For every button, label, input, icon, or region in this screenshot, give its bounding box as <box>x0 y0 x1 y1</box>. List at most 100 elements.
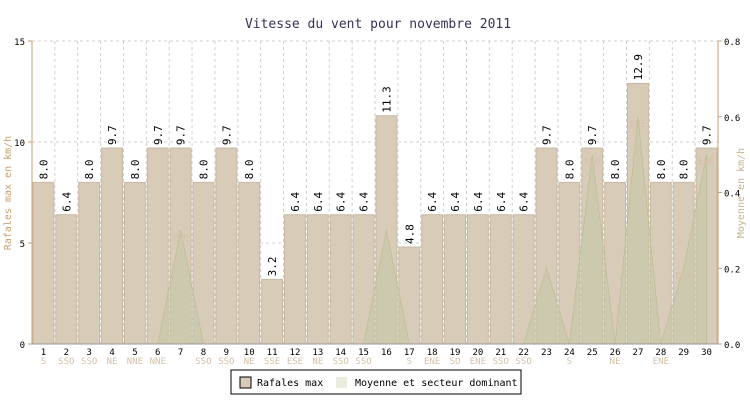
y-axis-left-label: Rafales max en km/h <box>3 136 14 250</box>
bar <box>466 214 489 345</box>
x-tick-label: 13 <box>312 348 323 358</box>
sector-label: ESE <box>287 357 303 367</box>
x-tick-labels: 1 2 3 4 5 6 7 8 9 10 11 12 13 14 15 16 17 18 19 20 21 22 23 24 2… <box>41 348 712 358</box>
y-left-tick-labels: 0 5 10 15 <box>14 38 25 351</box>
x-tick-label: 12 <box>290 348 301 358</box>
bar-data-label: 9.7 <box>220 125 233 145</box>
bar <box>421 214 444 345</box>
bar-data-label: 6.4 <box>518 191 531 211</box>
bar-data-label: 12.9 <box>632 54 645 81</box>
bar <box>444 214 466 345</box>
x-tick-label: 11 <box>267 348 278 358</box>
x-tick-label: 16 <box>381 348 392 358</box>
average-point-labels: ENE S S SSO ENE ENE ENE <box>173 120 715 282</box>
y-right-tick-label: 0.2 <box>724 265 740 275</box>
bar-data-label: 8.0 <box>129 160 142 180</box>
x-tick-label: 22 <box>518 348 529 358</box>
y-axis-right-label: Moyenne en km/h <box>736 148 747 238</box>
x-tick-label: 24 <box>564 348 575 358</box>
sector-label: SO <box>450 357 461 367</box>
bar-data-label: 9.7 <box>106 125 119 145</box>
bar-data-label: 9.7 <box>701 125 714 145</box>
x-tick-label: 27 <box>633 348 644 358</box>
bar <box>32 181 55 345</box>
bar <box>261 278 284 345</box>
bar-data-label: 9.7 <box>175 125 188 145</box>
y-left-tick-label: 0 <box>20 341 25 351</box>
average-area-series <box>43 116 707 345</box>
x-tick-label: 10 <box>244 348 255 358</box>
bar-data-label: 8.0 <box>655 160 668 180</box>
bar-data-label: 6.4 <box>449 191 462 211</box>
average-area <box>43 116 707 345</box>
bar-data-label: 4.8 <box>403 224 416 244</box>
legend-label-bars: Rafales max <box>257 378 323 389</box>
sector-label: SSO <box>218 357 234 367</box>
bar <box>55 214 78 345</box>
bar <box>78 181 101 345</box>
sector-label: NNE <box>127 357 143 367</box>
y-right-tick-label: 0.0 <box>724 341 740 351</box>
bar-data-label: 6.4 <box>60 191 73 211</box>
bar-data-label: 9.7 <box>586 125 599 145</box>
x-tick-label: 9 <box>224 348 229 358</box>
sector-label: SSE <box>264 357 280 367</box>
bar <box>123 181 146 345</box>
average-point-label: ENE <box>698 158 714 168</box>
x-tick-label: 4 <box>109 348 114 358</box>
sector-label: SSO <box>355 357 371 367</box>
sector-label: S <box>41 357 46 367</box>
bar-data-label: 9.7 <box>152 125 165 145</box>
x-tick-label: 28 <box>655 348 666 358</box>
y-right-tick-label: 0.4 <box>724 190 740 200</box>
bar-data-label: 6.4 <box>358 191 371 211</box>
x-tick-label: 5 <box>132 348 137 358</box>
x-tick-label: 29 <box>678 348 689 358</box>
x-tick-label: 3 <box>86 348 91 358</box>
x-tick-label: 6 <box>155 348 160 358</box>
sector-label: SSO <box>58 357 74 367</box>
y-right-tick-label: 0.8 <box>724 38 740 48</box>
average-point-label: ENE <box>630 120 646 130</box>
sector-label: SSO <box>493 357 509 367</box>
sector-label: NNE <box>150 357 166 367</box>
average-point-label: S <box>544 271 549 281</box>
average-point-label: SSO <box>584 158 600 168</box>
x-tick-label: 23 <box>541 348 552 358</box>
y-left-tick-label: 10 <box>14 139 25 149</box>
legend-box <box>230 369 522 395</box>
y-left-tick-label: 15 <box>14 38 25 48</box>
sector-label: S <box>407 357 412 367</box>
sector-label: NE <box>610 357 621 367</box>
x-tick-label: 8 <box>201 348 206 358</box>
x-tick-label: 26 <box>610 348 621 358</box>
sector-label: SSO <box>81 357 97 367</box>
bar <box>306 214 329 345</box>
legend-label-average: Moyenne et secteur dominant <box>355 378 518 389</box>
average-point-label: ENE <box>676 271 692 281</box>
y-left-tick-label: 5 <box>20 240 25 250</box>
bar-data-label: 3.2 <box>266 256 279 276</box>
sector-label: NE <box>107 357 118 367</box>
legend-swatch-average <box>336 377 347 388</box>
x-tick-label: 17 <box>404 348 415 358</box>
x-tick-label: 14 <box>335 348 346 358</box>
bar-data-label: 8.0 <box>37 160 50 180</box>
sector-label: SSO <box>333 357 349 367</box>
bar <box>238 181 261 345</box>
x-tick-label: 1 <box>41 348 46 358</box>
bar <box>101 147 123 345</box>
x-tick-label: 19 <box>450 348 461 358</box>
x-tick-label: 7 <box>178 348 183 358</box>
bar-data-label: 6.4 <box>495 191 508 211</box>
bar <box>489 214 512 345</box>
bar-data-label: 6.4 <box>312 191 325 211</box>
sector-label: ENE <box>424 357 440 367</box>
sector-label: SSO <box>195 357 211 367</box>
sector-label: SSO <box>516 357 532 367</box>
x-tick-label: 30 <box>701 348 712 358</box>
legend-swatch-bars <box>239 376 252 389</box>
bar-data-label: 11.3 <box>380 86 393 113</box>
chart-title: Vitesse du vent pour novembre 2011 <box>245 17 511 32</box>
